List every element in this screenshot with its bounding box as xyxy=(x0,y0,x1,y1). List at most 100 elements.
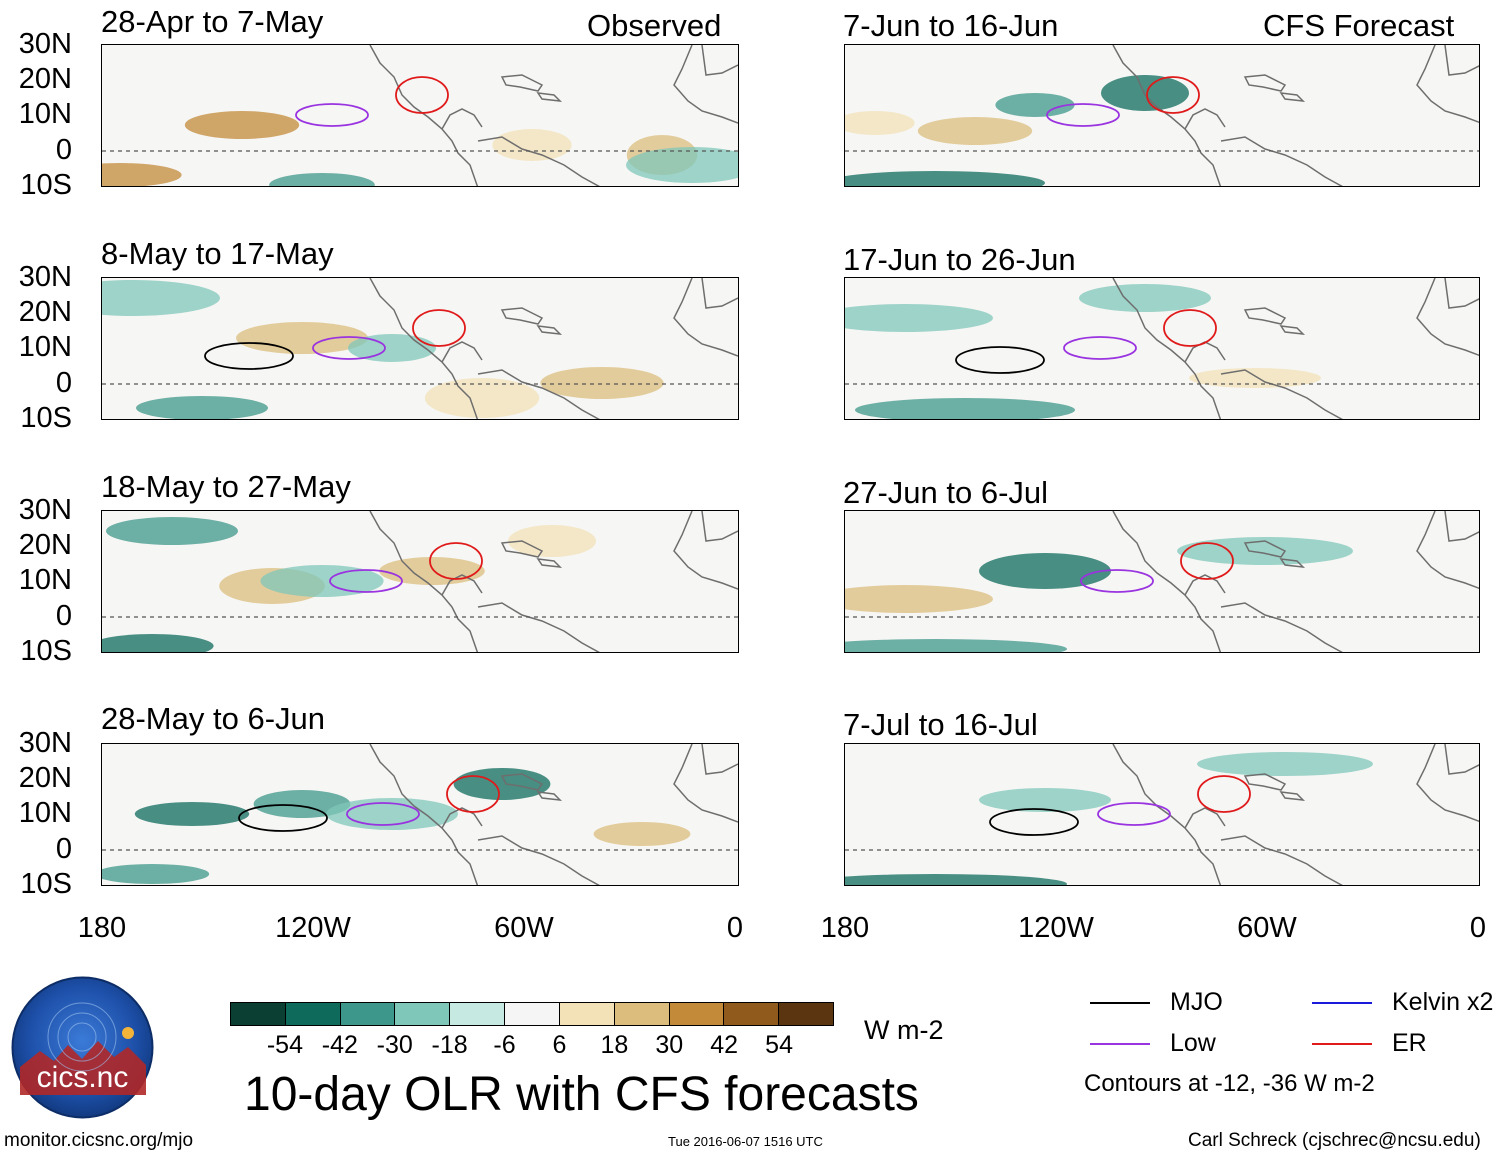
legend-line-mjo xyxy=(1090,1002,1150,1004)
coastline xyxy=(1416,744,1479,823)
map-panel-right-2 xyxy=(844,277,1480,420)
map-panel-right-3 xyxy=(844,510,1480,653)
olr-map xyxy=(102,511,738,652)
olr-anomaly-region xyxy=(845,874,1067,885)
colorbar-tick: -30 xyxy=(376,1031,413,1059)
coastline xyxy=(1220,602,1343,652)
coastline xyxy=(500,540,544,558)
coastline xyxy=(477,136,600,186)
lon-label-0-right: 0 xyxy=(1469,912,1487,944)
panel-title-left-2: 8-May to 17-May xyxy=(101,236,334,271)
lon-label-0-left: 0 xyxy=(726,912,744,944)
coastline xyxy=(1279,558,1306,568)
wave-contour xyxy=(346,802,420,826)
coastline xyxy=(369,278,479,419)
coastline xyxy=(369,511,479,652)
olr-anomaly-region xyxy=(917,117,1033,145)
coastline xyxy=(441,341,483,363)
coastline xyxy=(673,45,738,124)
coastline xyxy=(673,278,738,357)
colorbar-tick: -18 xyxy=(431,1031,468,1059)
coastline xyxy=(1243,773,1287,791)
coastline xyxy=(1220,136,1343,186)
olr-anomaly-region xyxy=(253,790,351,818)
lat-label: 20N xyxy=(18,296,72,328)
lat-label: 10S xyxy=(20,402,72,434)
coastline xyxy=(536,558,563,568)
olr-anomaly-region xyxy=(855,398,1075,419)
coastline xyxy=(441,108,483,130)
olr-anomaly-region xyxy=(379,557,485,585)
olr-anomaly-region xyxy=(102,634,214,652)
panel-title-right-3: 27-Jun to 6-Jul xyxy=(843,475,1049,510)
colorbar-tick: -6 xyxy=(493,1031,516,1059)
colorbar-swatch xyxy=(340,1003,396,1025)
olr-anomaly-region xyxy=(845,111,915,135)
map-panel-left-1 xyxy=(101,44,739,187)
olr-map xyxy=(102,278,738,419)
lat-label: 30N xyxy=(18,261,72,293)
olr-anomaly-region xyxy=(492,129,572,161)
legend-line-kelvin xyxy=(1312,1002,1372,1004)
map-panel-left-4 xyxy=(101,743,739,886)
coastline xyxy=(1184,341,1226,363)
coastline xyxy=(1112,511,1222,652)
colorbar-swatch xyxy=(450,1003,506,1025)
legend-er: ER xyxy=(1392,1029,1427,1057)
lon-label-120w-left: 120W xyxy=(275,912,351,944)
olr-anomaly-region xyxy=(845,585,993,613)
legend-low: Low xyxy=(1170,1029,1216,1057)
olr-map xyxy=(845,511,1479,652)
coastline xyxy=(536,92,563,102)
olr-map xyxy=(102,744,738,885)
lat-label: 20N xyxy=(18,529,72,561)
coastline xyxy=(441,807,483,829)
coastline xyxy=(536,325,563,335)
coastline xyxy=(701,511,738,542)
coastline xyxy=(477,602,600,652)
lat-label: 10S xyxy=(20,635,72,667)
coastline xyxy=(1184,807,1226,829)
panel-title-left-1: 28-Apr to 7-May xyxy=(101,4,324,39)
lon-label-120w-right: 120W xyxy=(1018,912,1094,944)
olr-anomaly-region xyxy=(1079,284,1211,312)
lat-label: 20N xyxy=(18,63,72,95)
olr-map xyxy=(845,278,1479,419)
colorbar-tick: 54 xyxy=(765,1031,793,1059)
coastline xyxy=(369,45,479,186)
panel-title-left-4: 28-May to 6-Jun xyxy=(101,701,325,736)
lat-label: 0 xyxy=(55,134,72,166)
coastline xyxy=(500,74,544,92)
olr-anomaly-region xyxy=(1189,368,1321,388)
panel-title-right-1: 7-Jun to 16-Jun xyxy=(843,8,1059,43)
cfs-forecast-label: CFS Forecast xyxy=(1263,8,1455,43)
colorbar-tick: 42 xyxy=(710,1031,739,1059)
olr-anomaly-region xyxy=(236,322,368,354)
coastline xyxy=(1184,574,1226,596)
coastline xyxy=(1220,835,1343,885)
coastline xyxy=(1416,511,1479,590)
coastline xyxy=(1184,108,1226,130)
wave-contour xyxy=(1146,76,1200,114)
coastline xyxy=(536,791,563,801)
legend-mjo: MJO xyxy=(1170,988,1223,1016)
coastline xyxy=(1444,744,1479,775)
colorbar-tick: 18 xyxy=(600,1031,629,1059)
olr-anomaly-region xyxy=(979,788,1111,812)
colorbar-swatch xyxy=(395,1003,451,1025)
olr-anomaly-region xyxy=(845,639,1067,652)
lat-label: 10N xyxy=(18,797,72,829)
logo-text: cics.nc xyxy=(36,1061,129,1094)
wave-contour xyxy=(1163,309,1217,347)
coastline xyxy=(1112,278,1222,419)
olr-anomaly-region xyxy=(845,304,993,332)
coastline xyxy=(1243,540,1287,558)
coastline xyxy=(673,511,738,590)
panel-title-left-3: 18-May to 27-May xyxy=(101,469,351,504)
colorbar-swatch xyxy=(614,1003,670,1025)
olr-anomaly-region xyxy=(979,553,1111,589)
olr-anomaly-region xyxy=(102,864,210,884)
footer-timestamp: Tue 2016-06-07 1516 UTC xyxy=(668,1134,823,1149)
olr-map xyxy=(102,45,738,186)
panel-title-right-2: 17-Jun to 26-Jun xyxy=(843,242,1076,277)
